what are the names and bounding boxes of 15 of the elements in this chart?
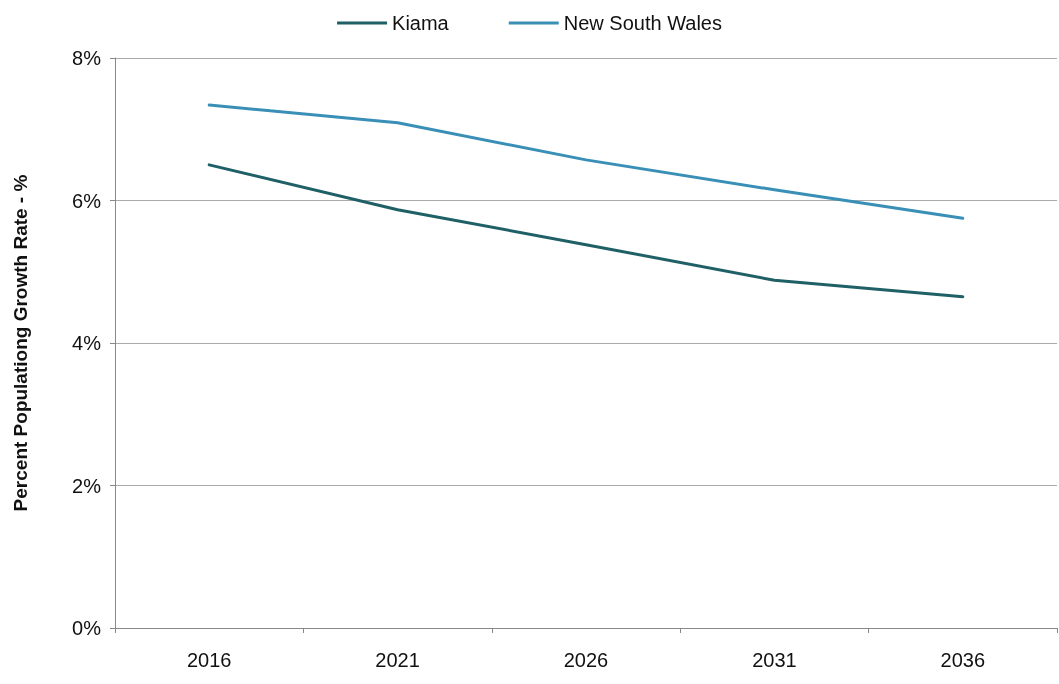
- y-tick-label: 4%: [72, 332, 102, 354]
- y-tick-label: 6%: [72, 189, 102, 212]
- x-tick-label: 2036: [940, 649, 986, 671]
- x-tick-label: 2026: [563, 649, 609, 671]
- y-tick-label: 8%: [72, 47, 102, 69]
- x-tick-label: 2016: [186, 649, 232, 671]
- line-series: [207, 163, 965, 299]
- legend-label: Kiama: [392, 12, 450, 34]
- y-tick-label: 2%: [72, 474, 102, 497]
- legend-label: New South Wales: [563, 12, 722, 34]
- x-tick-label: 2031: [752, 649, 797, 671]
- y-tick-label: 0%: [72, 617, 102, 639]
- x-tick-label: 2021: [375, 649, 420, 671]
- line-series: [207, 103, 965, 220]
- y-axis-title: Percent Populationg Growth Rate - %: [10, 174, 31, 512]
